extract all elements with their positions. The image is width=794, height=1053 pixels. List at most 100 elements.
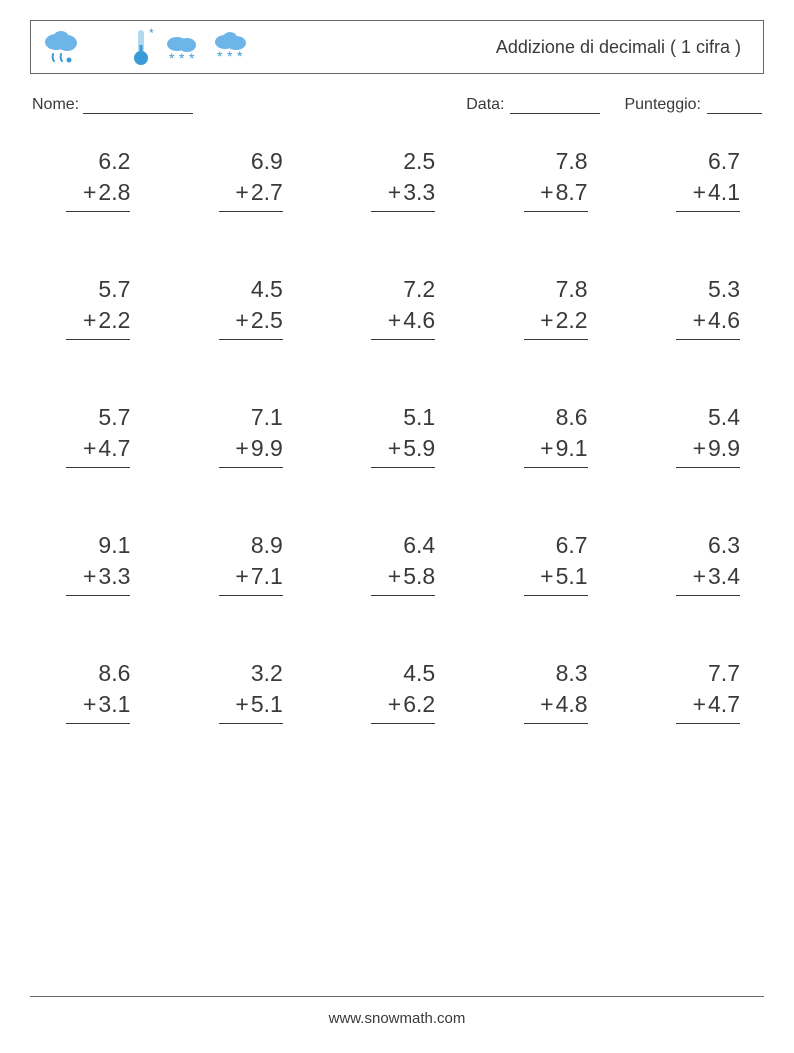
operator: + bbox=[540, 561, 553, 592]
operand-bottom-row: +9.1 bbox=[540, 433, 587, 464]
operand-bottom: 9.9 bbox=[708, 433, 740, 464]
svg-text:*: * bbox=[169, 50, 175, 66]
addition-problem: 7.7+4.7 bbox=[646, 658, 758, 724]
operand-bottom: 7.1 bbox=[251, 561, 283, 592]
answer-rule bbox=[524, 723, 588, 724]
operand-bottom: 4.7 bbox=[98, 433, 130, 464]
operand-top: 8.3 bbox=[556, 658, 588, 689]
answer-rule bbox=[219, 211, 283, 212]
addition-problem: 9.1+3.3 bbox=[36, 530, 148, 596]
operator: + bbox=[83, 561, 96, 592]
operator: + bbox=[693, 433, 706, 464]
answer-rule bbox=[371, 595, 435, 596]
addition-problem: 7.8+2.2 bbox=[493, 274, 605, 340]
operand-top: 6.4 bbox=[403, 530, 435, 561]
operand-top: 9.1 bbox=[98, 530, 130, 561]
operand-top: 6.3 bbox=[708, 530, 740, 561]
score-blank[interactable] bbox=[707, 96, 762, 114]
info-line: Nome: Data: Punteggio: bbox=[30, 96, 764, 114]
operand-bottom-row: +4.7 bbox=[693, 689, 740, 720]
operand-bottom: 4.1 bbox=[708, 177, 740, 208]
svg-text:*: * bbox=[217, 48, 223, 64]
operand-bottom: 3.1 bbox=[98, 689, 130, 720]
answer-rule bbox=[219, 339, 283, 340]
svg-text:*: * bbox=[189, 50, 195, 66]
answer-rule bbox=[371, 339, 435, 340]
addition-problem: 7.1+9.9 bbox=[188, 402, 300, 468]
worksheet-title: Addizione di decimali ( 1 cifra ) bbox=[496, 37, 741, 58]
operator: + bbox=[83, 433, 96, 464]
operand-bottom: 5.8 bbox=[403, 561, 435, 592]
answer-rule bbox=[676, 339, 740, 340]
svg-text:*: * bbox=[227, 48, 233, 64]
operand-top: 6.2 bbox=[98, 146, 130, 177]
addition-problem: 4.5+6.2 bbox=[341, 658, 453, 724]
answer-rule bbox=[66, 467, 130, 468]
operand-bottom: 9.9 bbox=[251, 433, 283, 464]
operand-bottom: 2.8 bbox=[98, 177, 130, 208]
operand-top: 2.5 bbox=[403, 146, 435, 177]
operand-bottom: 4.6 bbox=[403, 305, 435, 336]
addition-problem: 7.8+8.7 bbox=[493, 146, 605, 212]
date-blank[interactable] bbox=[510, 96, 600, 114]
score-label: Punteggio: bbox=[624, 96, 701, 114]
operand-bottom-row: +2.7 bbox=[235, 177, 282, 208]
operator: + bbox=[693, 305, 706, 336]
operand-bottom: 2.2 bbox=[98, 305, 130, 336]
answer-rule bbox=[524, 467, 588, 468]
operand-bottom: 3.4 bbox=[708, 561, 740, 592]
operand-bottom-row: +2.8 bbox=[83, 177, 130, 208]
answer-rule bbox=[219, 595, 283, 596]
operator: + bbox=[235, 433, 248, 464]
operator: + bbox=[388, 561, 401, 592]
operator: + bbox=[388, 305, 401, 336]
addition-problem: 8.9+7.1 bbox=[188, 530, 300, 596]
date-label: Data: bbox=[466, 96, 504, 114]
operator: + bbox=[388, 689, 401, 720]
operand-top: 8.6 bbox=[98, 658, 130, 689]
operand-bottom-row: +4.6 bbox=[388, 305, 435, 336]
operand-top: 3.2 bbox=[251, 658, 283, 689]
operator: + bbox=[235, 689, 248, 720]
operator: + bbox=[388, 433, 401, 464]
operator: + bbox=[540, 177, 553, 208]
operator: + bbox=[83, 177, 96, 208]
thermometer-icon: * bbox=[127, 27, 157, 67]
answer-rule bbox=[371, 723, 435, 724]
operand-bottom-row: +5.9 bbox=[388, 433, 435, 464]
addition-problem: 5.3+4.6 bbox=[646, 274, 758, 340]
operand-top: 7.2 bbox=[403, 274, 435, 305]
operand-top: 6.7 bbox=[708, 146, 740, 177]
name-blank[interactable] bbox=[83, 96, 193, 114]
addition-problem: 6.4+5.8 bbox=[341, 530, 453, 596]
operator: + bbox=[693, 689, 706, 720]
operand-top: 5.3 bbox=[708, 274, 740, 305]
operand-bottom-row: +2.2 bbox=[540, 305, 587, 336]
operand-bottom: 5.1 bbox=[556, 561, 588, 592]
svg-text:*: * bbox=[237, 48, 243, 64]
operand-top: 7.7 bbox=[708, 658, 740, 689]
operand-bottom-row: +6.2 bbox=[388, 689, 435, 720]
operand-bottom: 8.7 bbox=[556, 177, 588, 208]
operand-bottom-row: +9.9 bbox=[693, 433, 740, 464]
operator: + bbox=[540, 689, 553, 720]
answer-rule bbox=[676, 211, 740, 212]
operand-bottom: 2.2 bbox=[556, 305, 588, 336]
operand-bottom: 3.3 bbox=[403, 177, 435, 208]
answer-rule bbox=[371, 211, 435, 212]
answer-rule bbox=[676, 595, 740, 596]
operand-top: 5.7 bbox=[98, 402, 130, 433]
answer-rule bbox=[219, 723, 283, 724]
answer-rule bbox=[676, 467, 740, 468]
operand-bottom-row: +3.1 bbox=[83, 689, 130, 720]
operand-bottom: 6.2 bbox=[403, 689, 435, 720]
operand-bottom: 2.7 bbox=[251, 177, 283, 208]
operand-top: 6.7 bbox=[556, 530, 588, 561]
addition-problem: 5.1+5.9 bbox=[341, 402, 453, 468]
operator: + bbox=[235, 561, 248, 592]
operand-top: 5.4 bbox=[708, 402, 740, 433]
operator: + bbox=[540, 433, 553, 464]
addition-problem: 5.7+4.7 bbox=[36, 402, 148, 468]
operand-bottom-row: +8.7 bbox=[540, 177, 587, 208]
footer-rule bbox=[30, 996, 764, 997]
